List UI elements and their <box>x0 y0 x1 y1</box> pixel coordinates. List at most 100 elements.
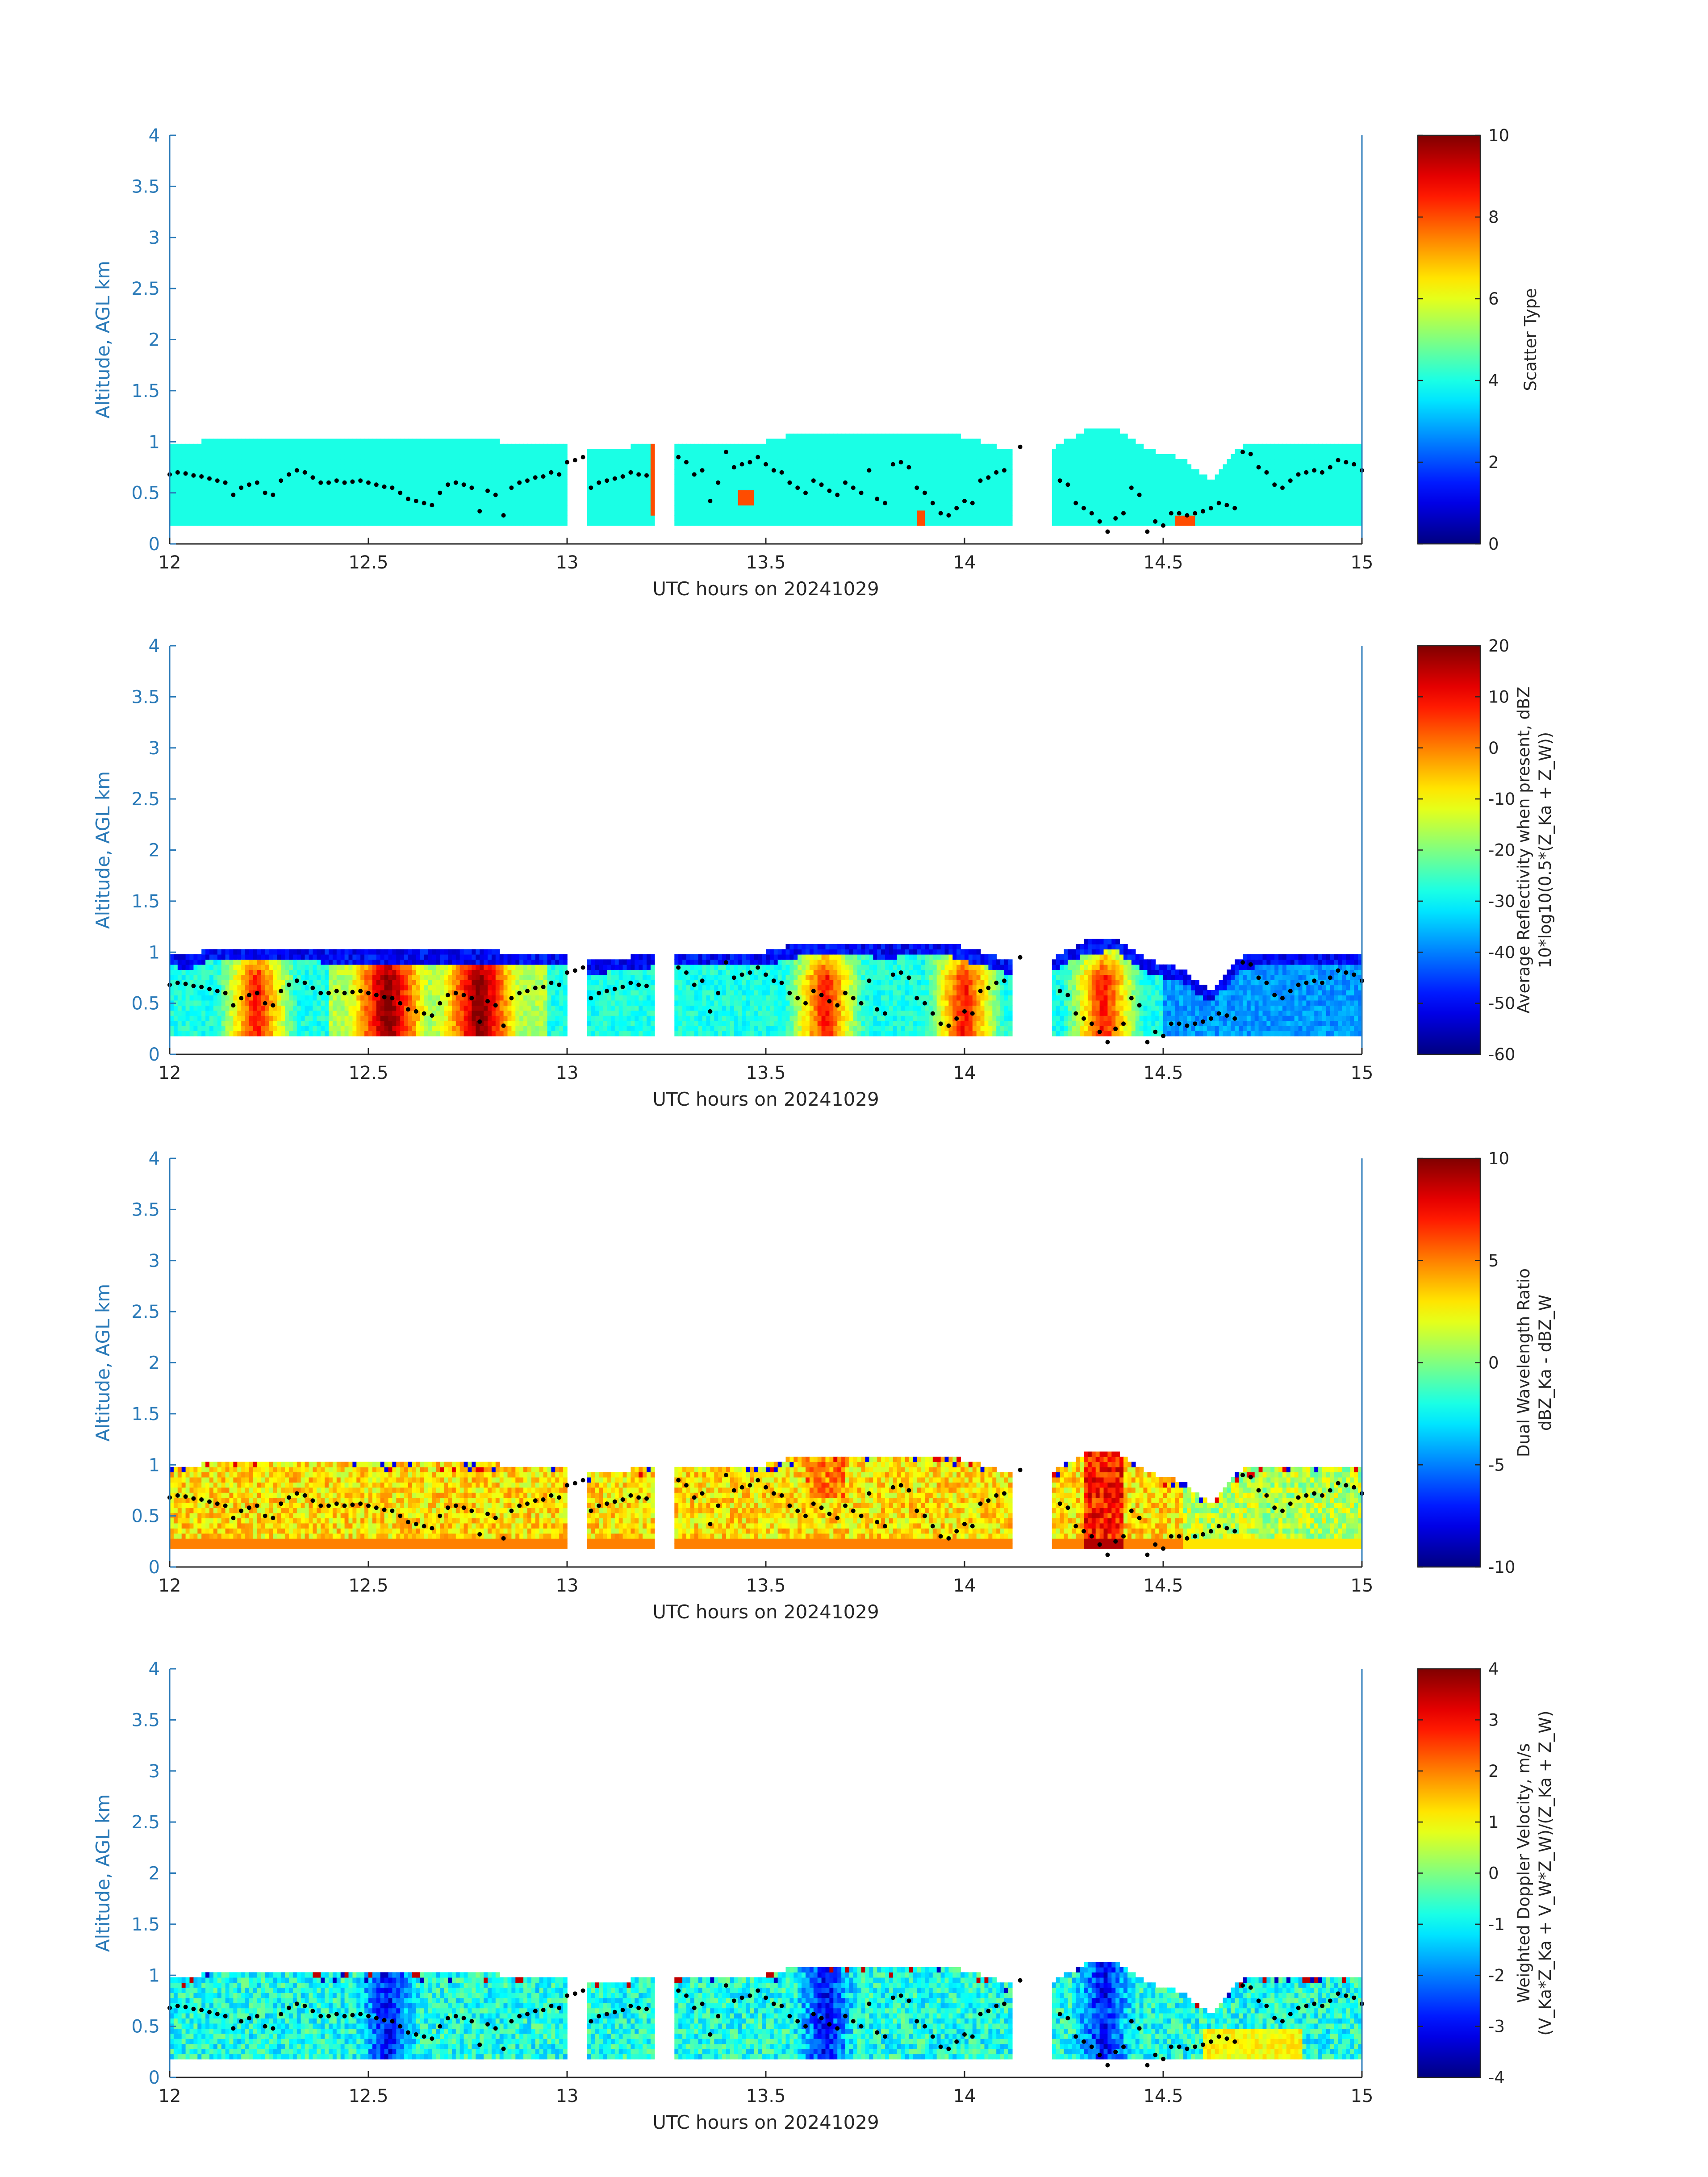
heatmap-cell <box>488 469 492 475</box>
heatmap-cell <box>1087 439 1092 444</box>
heatmap-cell <box>432 479 437 485</box>
heatmap-cell <box>607 454 611 460</box>
heatmap-cell <box>845 485 850 490</box>
heatmap-cell <box>1084 520 1088 526</box>
heatmap-cell <box>869 459 874 465</box>
heatmap-cell <box>1266 495 1271 501</box>
heatmap-cell <box>591 479 596 485</box>
heatmap-cell <box>197 1020 202 1026</box>
heatmap-cell <box>1282 449 1287 455</box>
heatmap-cell <box>205 454 210 460</box>
heatmap-cell <box>1298 459 1303 465</box>
heatmap-cell <box>610 485 615 490</box>
heatmap-cell <box>905 479 910 485</box>
heatmap-cell <box>1091 479 1096 485</box>
heatmap-cell <box>1087 459 1092 465</box>
heatmap-cell <box>1322 505 1327 511</box>
cloud-base-point <box>1240 450 1245 455</box>
heatmap-cell <box>209 1010 214 1016</box>
heatmap-cell <box>1107 469 1112 475</box>
heatmap-cell <box>1080 510 1084 516</box>
heatmap-cell <box>277 520 281 526</box>
heatmap-cell <box>551 454 556 460</box>
heatmap-cell <box>416 449 421 455</box>
heatmap-cell <box>1250 474 1255 480</box>
heatmap-cell <box>1127 520 1132 526</box>
heatmap-cell <box>1171 520 1176 526</box>
heatmap-cell <box>543 505 548 511</box>
heatmap-cell <box>1052 479 1057 485</box>
heatmap-cell <box>348 505 353 511</box>
heatmap-cell <box>209 1000 214 1006</box>
heatmap-cell <box>313 495 317 501</box>
heatmap-cell <box>551 449 556 455</box>
heatmap-cell <box>781 449 786 455</box>
heatmap-cell <box>444 474 448 480</box>
heatmap-cell <box>789 489 794 495</box>
heatmap-cell <box>825 469 830 475</box>
heatmap-cell <box>702 510 707 516</box>
heatmap-cell <box>261 515 266 521</box>
heatmap-cell <box>428 454 433 460</box>
heatmap-cell <box>1064 515 1069 521</box>
heatmap-cell <box>936 433 941 439</box>
heatmap-cell <box>837 485 842 490</box>
heatmap-cell <box>420 515 425 521</box>
heatmap-cell <box>205 995 210 1001</box>
heatmap-cell <box>245 520 250 526</box>
heatmap-cell <box>1068 469 1073 475</box>
heatmap-cell <box>559 520 564 526</box>
heatmap-cell <box>551 464 556 470</box>
heatmap-cell <box>265 485 270 490</box>
heatmap-cell <box>1183 474 1188 480</box>
heatmap-cell <box>400 479 405 485</box>
heatmap-cell <box>1076 505 1080 511</box>
heatmap-cell <box>936 479 941 485</box>
heatmap-cell <box>559 500 564 506</box>
heatmap-cell <box>730 510 735 516</box>
heatmap-cell <box>1227 500 1232 506</box>
cloud-base-point <box>1145 529 1150 534</box>
heatmap-cell <box>742 459 747 465</box>
heatmap-cell <box>459 439 464 444</box>
heatmap-cell <box>325 485 329 490</box>
heatmap-cell <box>1076 464 1080 470</box>
heatmap-cell <box>877 469 881 475</box>
heatmap-cell <box>551 510 556 516</box>
heatmap-cell <box>1147 515 1152 521</box>
heatmap-cell <box>317 515 321 521</box>
heatmap-cell <box>1274 515 1279 521</box>
heatmap-cell <box>591 489 596 495</box>
heatmap-cell <box>869 443 874 449</box>
heatmap-cell <box>245 500 250 506</box>
heatmap-cell <box>865 439 870 444</box>
heatmap-cell <box>432 449 437 455</box>
heatmap-cell <box>1310 469 1315 475</box>
heatmap-cell <box>1302 443 1307 449</box>
heatmap-cell <box>730 500 735 506</box>
heatmap-cell <box>412 495 417 501</box>
heatmap-cell <box>340 449 345 455</box>
heatmap-cell <box>1135 510 1140 516</box>
heatmap-cell <box>1107 459 1112 465</box>
heatmap-cell <box>833 485 838 490</box>
heatmap-cell <box>1103 464 1108 470</box>
heatmap-cell <box>428 520 433 526</box>
heatmap-cell <box>698 495 703 501</box>
heatmap-cell <box>1115 439 1120 444</box>
heatmap-cell <box>404 443 409 449</box>
heatmap-cell <box>917 500 921 506</box>
heatmap-cell <box>996 474 1001 480</box>
heatmap-cell <box>1060 485 1065 490</box>
heatmap-cell <box>722 500 727 506</box>
heatmap-cell <box>404 474 409 480</box>
heatmap-cell <box>444 510 448 516</box>
heatmap-cell <box>948 459 953 465</box>
heatmap-cell <box>1095 443 1100 449</box>
heatmap-cell <box>734 500 739 506</box>
heatmap-cell <box>1314 489 1319 495</box>
heatmap-cell <box>1346 500 1351 506</box>
heatmap-cell <box>1282 454 1287 460</box>
heatmap-cell <box>488 443 492 449</box>
heatmap-cell <box>1175 515 1180 521</box>
